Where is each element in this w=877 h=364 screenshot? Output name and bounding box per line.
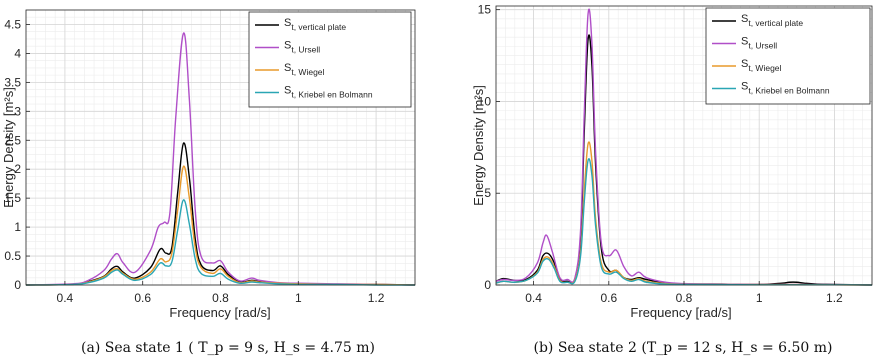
y-tick-label: 1.5 — [4, 191, 21, 205]
x-tick-label: 0.8 — [676, 291, 693, 305]
chart-panel-2: 0.4 0.6 0.8 1 1.2 0 5 10 15 Frequency [rad/s] Ener… — [471, 3, 873, 356]
x-tick-label: 1.2 — [826, 291, 843, 305]
series-line-t-ursell — [25, 32, 416, 286]
grid — [25, 9, 416, 286]
legend: St, vertical plate St, Ursell St, Wiegel St… — [248, 11, 412, 108]
y-tick-label: 3 — [14, 104, 21, 118]
series-line-t-kriebel-en-bolmann — [495, 158, 873, 286]
x-tick-label: 1 — [295, 291, 302, 305]
x-tick-label: 0.4 — [57, 291, 74, 305]
y-tick-label: 15 — [478, 3, 492, 17]
legend-entry-label: St, Ursell — [284, 40, 320, 55]
figure-caption: (b) Sea state 2 (T_p = 12 s, H_s = 6.50 … — [533, 340, 832, 356]
y-tick-label: 3.5 — [4, 75, 21, 89]
x-tick-label: 0.6 — [600, 291, 617, 305]
series-line-t-kriebel-en-bolmann — [25, 199, 416, 286]
x-tick-label: 1.2 — [368, 291, 385, 305]
y-tick-label: 0 — [14, 278, 21, 292]
figure-caption: (a) Sea state 1 ( T_p = 9 s, H_s = 4.75 … — [81, 340, 375, 356]
legend-entry-label: St, Ursell — [741, 36, 777, 51]
series-group — [25, 32, 416, 286]
x-tick-label: 0.4 — [525, 291, 542, 305]
legend-entry-label: St, Wiegel — [741, 58, 782, 73]
legend-entry-label: St, vertical plate — [284, 17, 346, 32]
y-tick-label: 2.5 — [4, 133, 21, 147]
x-tick-label: 0.8 — [212, 291, 229, 305]
x-tick-label: 0.6 — [134, 291, 151, 305]
y-tick-label: 10 — [478, 94, 492, 108]
legend: St, vertical plate St, Ursell St, Wiegel St… — [705, 7, 871, 105]
y-tick-label: 0.5 — [4, 249, 21, 263]
series-line-t-vertical-plate — [495, 34, 873, 286]
y-axis-label: Energy Density [m²s] — [471, 85, 486, 206]
y-axis-label: Energy Density [m²s] — [1, 87, 16, 208]
x-axis-label: Frequency [rad/s] — [169, 305, 270, 320]
legend-entry-label: St, Wiegel — [284, 62, 325, 77]
legend-entry-label: St, Kriebel en Bolmann — [741, 81, 830, 96]
y-tick-label: 5 — [484, 186, 491, 200]
x-axis-label: Frequency [rad/s] — [630, 305, 731, 320]
legend-box — [248, 11, 412, 108]
y-tick-label: 2 — [14, 162, 21, 176]
y-tick-label: 4 — [14, 46, 21, 60]
y-tick-label: 4.5 — [4, 17, 21, 31]
y-tick-label: 0 — [484, 278, 491, 292]
legend-entry-label: St, vertical plate — [741, 13, 803, 28]
x-tick-label: 1 — [756, 291, 763, 305]
legend-entry-label: St, Kriebel en Bolmann — [284, 85, 373, 100]
y-tick-label: 1 — [14, 220, 21, 234]
chart-panel-1: 0.4 0.6 0.8 1 1.2 0 0.5 1 1.5 2 2.5 3 3.5 4 4.5 Frequen… — [1, 9, 416, 356]
